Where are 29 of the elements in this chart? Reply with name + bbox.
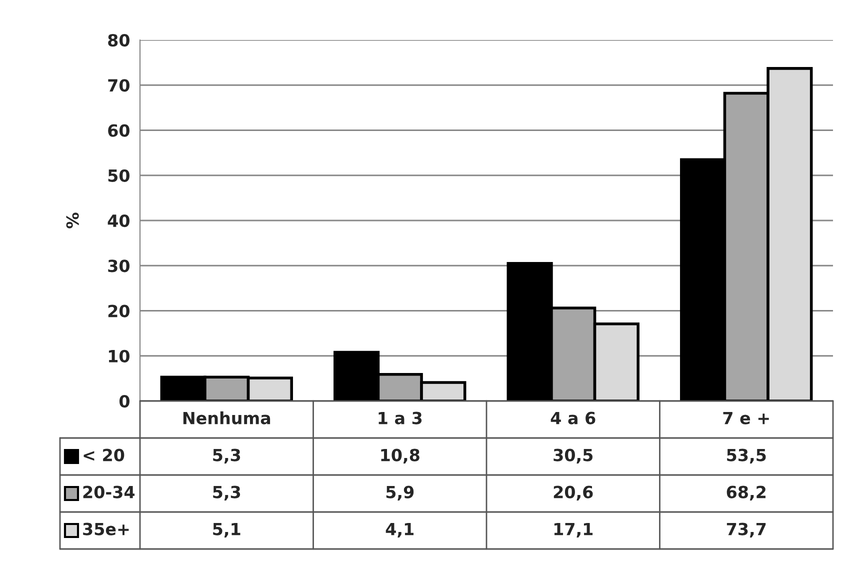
y-tick-label: 80 [108, 34, 130, 47]
x-tick-label: Nenhuma [183, 411, 270, 424]
data-label: 5,1 [213, 522, 240, 538]
x-tick-label: 1 a 3 [378, 412, 422, 424]
y-tick-label: 0 [119, 394, 130, 408]
data-label: 4,1 [386, 522, 414, 538]
data-label: 10,8 [381, 448, 420, 464]
y-tick-label: 50 [108, 169, 130, 182]
y-tick-label: 10 [108, 350, 130, 362]
y-tick-label: 40 [108, 214, 130, 228]
data-label: 73,7 [726, 522, 766, 538]
data-label: 5,3 [213, 448, 240, 464]
data-label: 20,6 [554, 486, 593, 500]
x-tick-label: 7 e + [723, 412, 769, 424]
data-label: 5,9 [386, 486, 414, 500]
y-tick-label: 60 [108, 124, 130, 137]
legend-label: 35e+ [83, 522, 129, 536]
legend-label: 20-34 [83, 486, 135, 498]
data-label: 68,2 [726, 486, 766, 500]
legend-label: < 20 [84, 448, 124, 462]
y-axis-title: % [66, 212, 79, 228]
x-tick-label: 4 a 6 [550, 412, 596, 424]
y-tick-label: 70 [108, 79, 130, 92]
data-label: 5,3 [213, 486, 240, 500]
data-label: 17,1 [554, 522, 593, 538]
data-label: 53,5 [727, 448, 766, 464]
data-label: 30,5 [554, 448, 593, 464]
y-tick-label: 20 [108, 304, 130, 318]
y-tick-label: 30 [108, 260, 130, 272]
